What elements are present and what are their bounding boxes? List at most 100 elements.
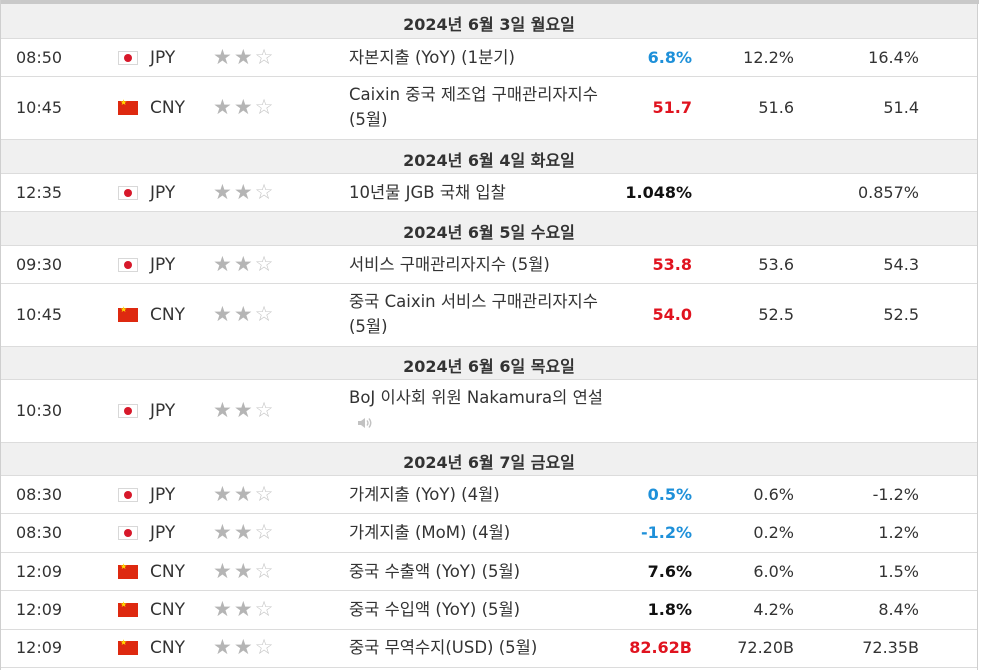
event-time: 08:30 bbox=[16, 523, 63, 542]
event-time: 10:45 bbox=[16, 98, 63, 117]
importance-stars: ★★☆ bbox=[213, 559, 275, 583]
currency-code: JPY bbox=[150, 255, 176, 275]
importance-stars: ★★☆ bbox=[213, 597, 275, 621]
previous-value: 72.35B bbox=[862, 638, 919, 657]
event-time: 09:30 bbox=[16, 255, 63, 274]
event-row[interactable]: 10:45 CNY ★★☆ 중국 Caixin 서비스 구매관리자지수 (5월)… bbox=[1, 284, 977, 347]
actual-value: 7.6% bbox=[647, 562, 692, 581]
star-empty-icon: ☆ bbox=[254, 95, 276, 119]
star-filled-icon: ★ bbox=[233, 635, 255, 659]
event-row[interactable]: 08:30 JPY ★★☆ 가계지출 (MoM) (4월) -1.2% 0.2%… bbox=[1, 514, 977, 553]
star-filled-icon: ★ bbox=[213, 520, 234, 544]
event-time: 12:35 bbox=[16, 183, 63, 202]
actual-value: 1.048% bbox=[625, 183, 692, 202]
star-empty-icon: ☆ bbox=[254, 45, 276, 69]
event-name-text: BoJ 이사회 위원 Nakamura의 연설 bbox=[349, 388, 603, 407]
previous-value: 16.4% bbox=[868, 48, 919, 67]
importance-stars: ★★☆ bbox=[213, 302, 275, 326]
event-row[interactable]: 10:45 CNY ★★☆ Caixin 중국 제조업 구매관리자지수 (5월)… bbox=[1, 77, 977, 140]
star-filled-icon: ★ bbox=[213, 482, 234, 506]
star-filled-icon: ★ bbox=[213, 302, 234, 326]
day-header: 2024년 6월 3일 월요일 bbox=[1, 4, 977, 39]
currency-code: CNY bbox=[150, 638, 185, 658]
event-row[interactable]: 12:09 CNY ★★☆ 중국 무역수지(USD) (5월) 82.62B 7… bbox=[1, 630, 977, 668]
star-filled-icon: ★ bbox=[213, 559, 234, 583]
event-time: 12:09 bbox=[16, 562, 63, 581]
event-name[interactable]: 중국 Caixin 서비스 구매관리자지수 (5월) bbox=[349, 292, 598, 336]
actual-value: 1.8% bbox=[647, 600, 692, 619]
top-rule bbox=[1, 0, 979, 4]
previous-value: 1.5% bbox=[878, 562, 919, 581]
speaker-icon[interactable] bbox=[357, 412, 373, 437]
event-name[interactable]: 가계지출 (YoY) (4월) bbox=[349, 485, 500, 504]
actual-value: 0.5% bbox=[647, 485, 692, 504]
event-name[interactable]: 자본지출 (YoY) (1분기) bbox=[349, 48, 515, 67]
china-flag-icon bbox=[118, 600, 138, 617]
currency-code: CNY bbox=[150, 600, 185, 620]
importance-stars: ★★☆ bbox=[213, 635, 275, 659]
forecast-value: 72.20B bbox=[737, 638, 794, 657]
previous-value: 52.5 bbox=[883, 305, 919, 324]
event-row[interactable]: 12:09 CNY ★★☆ 중국 수입액 (YoY) (5월) 1.8% 4.2… bbox=[1, 591, 977, 630]
previous-value: 51.4 bbox=[883, 98, 919, 117]
event-row[interactable]: 12:09 CNY ★★☆ 중국 수출액 (YoY) (5월) 7.6% 6.0… bbox=[1, 553, 977, 591]
forecast-value: 0.2% bbox=[753, 523, 794, 542]
star-filled-icon: ★ bbox=[233, 398, 255, 422]
day-header: 2024년 6월 5일 수요일 bbox=[1, 212, 977, 246]
star-empty-icon: ☆ bbox=[254, 482, 276, 506]
event-row[interactable]: 08:30 JPY ★★☆ 가계지출 (YoY) (4월) 0.5% 0.6% … bbox=[1, 476, 977, 514]
china-flag-icon bbox=[118, 98, 138, 115]
china-flag-icon bbox=[118, 305, 138, 322]
previous-value: 54.3 bbox=[883, 255, 919, 274]
event-name[interactable]: Caixin 중국 제조업 구매관리자지수 (5월) bbox=[349, 85, 598, 129]
currency-code: CNY bbox=[150, 562, 185, 582]
event-time: 10:30 bbox=[16, 401, 63, 420]
star-filled-icon: ★ bbox=[213, 635, 234, 659]
star-empty-icon: ☆ bbox=[254, 520, 276, 544]
day-header: 2024년 6월 4일 화요일 bbox=[1, 140, 977, 174]
event-row[interactable]: 09:30 JPY ★★☆ 서비스 구매관리자지수 (5월) 53.8 53.6… bbox=[1, 246, 977, 284]
star-filled-icon: ★ bbox=[233, 252, 255, 276]
day-header: 2024년 6월 6일 목요일 bbox=[1, 347, 977, 380]
star-empty-icon: ☆ bbox=[254, 597, 276, 621]
event-row[interactable]: 12:35 JPY ★★☆ 10년물 JGB 국채 입찰 1.048% 0.85… bbox=[1, 174, 977, 212]
importance-stars: ★★☆ bbox=[213, 520, 275, 544]
day-header: 2024년 6월 7일 금요일 bbox=[1, 443, 977, 476]
star-empty-icon: ☆ bbox=[254, 180, 276, 204]
forecast-value: 53.6 bbox=[758, 255, 794, 274]
star-filled-icon: ★ bbox=[213, 252, 234, 276]
event-name[interactable]: BoJ 이사회 위원 Nakamura의 연설 bbox=[349, 385, 619, 437]
star-filled-icon: ★ bbox=[213, 398, 234, 422]
china-flag-icon bbox=[118, 562, 138, 579]
event-time: 08:30 bbox=[16, 485, 63, 504]
actual-value: 6.8% bbox=[647, 48, 692, 67]
event-row[interactable]: 10:30 JPY ★★☆ BoJ 이사회 위원 Nakamura의 연설 bbox=[1, 380, 977, 443]
importance-stars: ★★☆ bbox=[213, 398, 275, 422]
day-header-label: 2024년 6월 4일 화요일 bbox=[403, 151, 575, 170]
star-filled-icon: ★ bbox=[233, 180, 255, 204]
event-name[interactable]: 가계지출 (MoM) (4월) bbox=[349, 523, 511, 542]
day-header-label: 2024년 6월 7일 금요일 bbox=[403, 453, 575, 472]
actual-value: 54.0 bbox=[652, 305, 692, 324]
forecast-value: 4.2% bbox=[753, 600, 794, 619]
currency-code: JPY bbox=[150, 48, 176, 68]
event-row[interactable]: 08:50 JPY ★★☆ 자본지출 (YoY) (1분기) 6.8% 12.2… bbox=[1, 39, 977, 77]
event-name[interactable]: 서비스 구매관리자지수 (5월) bbox=[349, 255, 550, 274]
previous-value: 0.857% bbox=[857, 183, 919, 202]
star-filled-icon: ★ bbox=[233, 597, 255, 621]
currency-code: JPY bbox=[150, 183, 176, 203]
japan-flag-icon bbox=[118, 186, 138, 200]
star-filled-icon: ★ bbox=[233, 302, 255, 326]
currency-code: JPY bbox=[150, 523, 176, 543]
event-name[interactable]: 중국 수입액 (YoY) (5월) bbox=[349, 600, 521, 619]
event-name[interactable]: 중국 무역수지(USD) (5월) bbox=[349, 638, 538, 657]
event-name[interactable]: 중국 수출액 (YoY) (5월) bbox=[349, 562, 521, 581]
actual-value: -1.2% bbox=[640, 523, 692, 542]
star-empty-icon: ☆ bbox=[254, 559, 276, 583]
importance-stars: ★★☆ bbox=[213, 45, 275, 69]
event-time: 12:09 bbox=[16, 600, 63, 619]
currency-code: CNY bbox=[150, 98, 185, 118]
day-header-label: 2024년 6월 3일 월요일 bbox=[403, 15, 575, 34]
event-name[interactable]: 10년물 JGB 국채 입찰 bbox=[349, 183, 506, 202]
